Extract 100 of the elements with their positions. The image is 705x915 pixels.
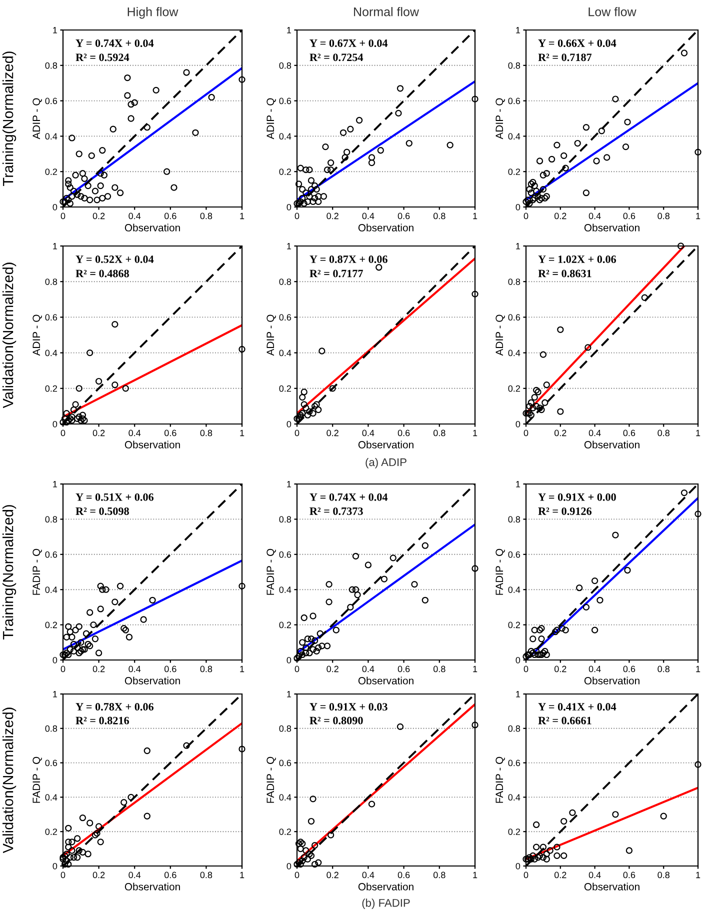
y-tick-label: 1: [287, 243, 292, 250]
x-tick-label: 1: [473, 430, 478, 436]
x-tick-label: 0.4: [362, 430, 374, 436]
y-tick-label: 0.6: [508, 760, 520, 766]
y-tick-label: 0.6: [279, 98, 292, 104]
annotation: Y = 0.87X + 0.06: [310, 256, 388, 264]
x-tick-label: 0.6: [623, 666, 636, 672]
y-tick-label: 0: [52, 204, 58, 210]
y-tick-label: 0.2: [279, 622, 291, 628]
x-tick-label: 0.6: [623, 430, 636, 436]
annotation: Y = 0.74X + 0.04: [76, 39, 154, 47]
x-axis-title: Observation: [584, 224, 640, 232]
text: Training(Normalized): [2, 52, 16, 186]
annotation: R² = 0.9126: [538, 507, 592, 515]
x-tick-label: 1: [240, 872, 244, 878]
annotation: Y = 0.51X + 0.06: [76, 493, 154, 501]
y-axis-title: FADIP - Q: [266, 756, 276, 803]
x-tick-label: 0.8: [200, 872, 212, 878]
y-axis-title: FADIP - Q: [266, 548, 276, 595]
y-tick-label: 1: [516, 481, 520, 488]
y-tick-label: 0.4: [279, 350, 292, 356]
annotation: Y = 0.66X + 0.04: [538, 39, 616, 47]
x-tick-label: 0.8: [200, 666, 212, 672]
y-tick-label: 0.8: [45, 516, 58, 523]
x-axis-title: Observation: [584, 882, 640, 890]
x-tick-label: 1: [240, 666, 244, 672]
x-tick-label: 0.2: [554, 430, 566, 436]
x-axis-title: Observation: [584, 440, 640, 448]
x-tick-label: 0.6: [398, 430, 410, 436]
x-tick-label: 0.4: [362, 872, 374, 878]
y-tick-label: 0: [52, 656, 58, 664]
x-tick-label: 0.4: [128, 872, 141, 878]
text: Validation(Normalized): [2, 262, 16, 408]
x-tick-label: 0.8: [658, 430, 670, 436]
x-tick-label: 0.8: [658, 212, 670, 220]
x-tick-label: 0.2: [92, 212, 105, 220]
y-tick-label: 0.6: [45, 551, 58, 558]
y-tick-label: 0.2: [45, 828, 57, 835]
x-tick-label: 0: [60, 430, 66, 436]
y-tick-label: 1: [287, 691, 292, 698]
y-tick-label: 0.2: [279, 828, 291, 835]
annotation: Y = 0.91X + 0.03: [310, 703, 388, 711]
annotation: Y = 0.52X + 0.04: [76, 256, 154, 264]
y-tick-label: 1: [53, 27, 58, 34]
y-tick-label: 1: [53, 481, 58, 488]
x-tick-label: 0.8: [433, 666, 446, 672]
y-tick-label: 1: [53, 691, 58, 698]
x-tick-label: 1: [696, 666, 700, 672]
y-tick-label: 0.6: [279, 314, 292, 321]
x-tick-label: 0: [60, 212, 66, 220]
x-tick-label: 0.2: [326, 666, 338, 672]
y-axis-title: ADIP - Q: [32, 98, 42, 140]
y-tick-label: 0.4: [508, 794, 520, 801]
x-tick-label: 1: [696, 430, 700, 436]
x-tick-label: 0: [524, 212, 528, 220]
annotation: R² = 0.6661: [538, 716, 592, 724]
y-tick-label: 0.8: [508, 62, 520, 69]
annotation: R² = 0.4868: [76, 270, 129, 278]
y-tick-label: 0.8: [45, 278, 58, 285]
annotation: Y = 0.78X + 0.06: [76, 703, 154, 711]
y-tick-label: 0.8: [45, 725, 58, 732]
y-tick-label: 0.4: [279, 133, 292, 140]
x-tick-label: 0.2: [554, 872, 566, 878]
text: (b) FADIP: [362, 898, 410, 910]
y-axis-title: FADIP - Q: [32, 756, 42, 803]
x-tick-label: 0: [524, 666, 528, 672]
x-tick-label: 0.2: [92, 430, 105, 436]
y-tick-label: 0.2: [45, 168, 57, 175]
x-tick-label: 0: [294, 872, 300, 878]
y-tick-label: 0.8: [508, 278, 520, 285]
y-tick-label: 0: [516, 204, 520, 210]
x-tick-label: 0.8: [433, 212, 446, 220]
x-tick-label: 0.2: [326, 430, 338, 436]
y-tick-label: 0.8: [508, 725, 520, 732]
x-axis-title: Observation: [124, 224, 180, 232]
chart-title: High flow: [128, 7, 178, 19]
y-tick-label: 0.2: [45, 385, 57, 392]
annotation: R² = 0.7187: [538, 54, 592, 62]
x-tick-label: 0.2: [326, 872, 338, 878]
x-tick-label: 0: [60, 872, 66, 878]
annotation: Y = 0.74X + 0.04: [310, 493, 388, 501]
x-axis-title: Observation: [358, 440, 414, 448]
y-tick-label: 0.4: [508, 350, 520, 356]
y-tick-label: 0.2: [508, 622, 520, 628]
y-tick-label: 0.2: [279, 168, 291, 175]
x-tick-label: 0.4: [128, 666, 141, 672]
x-tick-label: 0.2: [326, 212, 338, 220]
y-tick-label: 0.6: [508, 551, 520, 558]
y-axis-title: ADIP - Q: [32, 314, 42, 356]
annotation: R² = 0.8216: [76, 716, 130, 724]
annotation: R² = 0.7373: [310, 507, 363, 515]
y-axis-title: ADIP - Q: [496, 98, 505, 140]
x-tick-label: 0.6: [164, 212, 176, 220]
x-tick-label: 0.4: [362, 666, 374, 672]
y-tick-label: 0.2: [279, 385, 291, 392]
x-tick-label: 0.2: [92, 666, 105, 672]
y-axis-title: FADIP - Q: [32, 548, 42, 595]
x-tick-label: 1: [696, 212, 700, 220]
x-tick-label: 0: [294, 212, 300, 220]
y-tick-label: 0.4: [45, 586, 58, 593]
